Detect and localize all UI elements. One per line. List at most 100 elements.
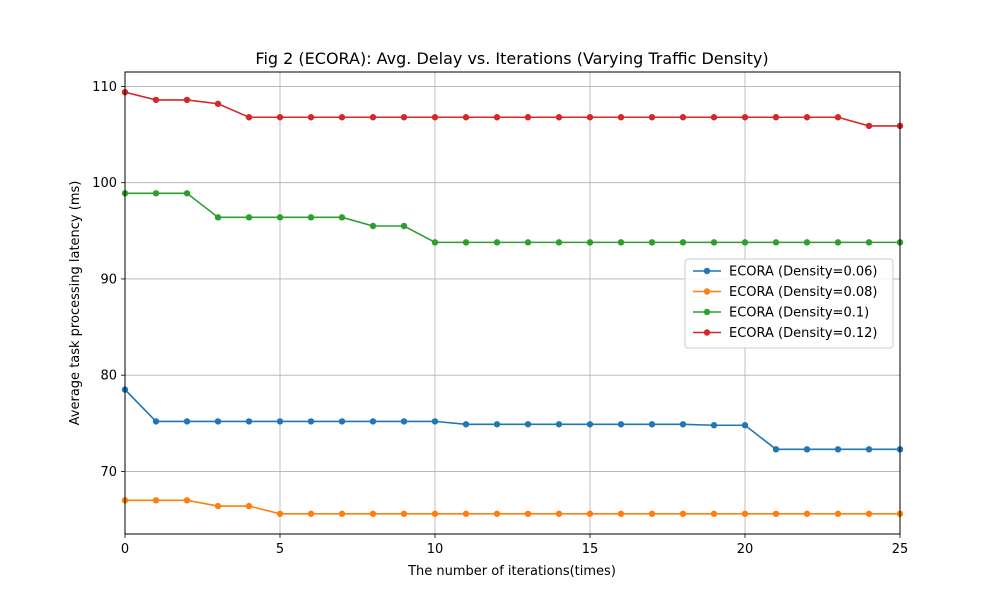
data-point xyxy=(648,421,656,428)
data-point xyxy=(648,239,656,246)
data-point xyxy=(338,510,346,517)
y-tick-label: 80 xyxy=(100,369,117,384)
legend-marker xyxy=(703,329,711,336)
legend-item: ECORA (Density=0.08) xyxy=(693,285,877,300)
data-point xyxy=(369,114,377,121)
series-4 xyxy=(121,89,904,130)
data-point xyxy=(834,446,842,453)
data-point xyxy=(338,418,346,425)
data-point xyxy=(772,239,780,246)
data-point xyxy=(679,239,687,246)
data-point xyxy=(152,96,160,104)
data-point xyxy=(369,418,377,425)
data-point xyxy=(338,114,346,121)
legend-item: ECORA (Density=0.06) xyxy=(693,265,877,280)
data-point xyxy=(152,190,160,197)
data-point xyxy=(586,114,594,121)
data-point xyxy=(431,114,439,121)
legend-label: ECORA (Density=0.12) xyxy=(729,326,877,341)
legend-item: ECORA (Density=0.12) xyxy=(693,326,877,341)
data-point xyxy=(462,114,470,121)
data-point xyxy=(555,421,563,428)
data-point xyxy=(338,214,346,221)
data-point xyxy=(369,510,377,517)
data-point xyxy=(214,418,222,425)
data-point xyxy=(183,190,191,197)
data-point xyxy=(803,446,811,453)
data-point xyxy=(772,446,780,453)
x-axis-title: The number of iterations(times) xyxy=(407,564,616,579)
data-point xyxy=(834,239,842,246)
data-point xyxy=(648,510,656,517)
legend-label: ECORA (Density=0.06) xyxy=(729,265,877,280)
axis-ticks: 0 5 10 15 20 25 70 80 90 100 110 xyxy=(92,80,908,557)
data-point xyxy=(276,418,284,425)
data-point xyxy=(803,239,811,246)
data-point xyxy=(772,510,780,517)
legend-label: ECORA (Density=0.08) xyxy=(729,285,877,300)
legend-item: ECORA (Density=0.1) xyxy=(693,306,869,321)
data-point xyxy=(276,114,284,121)
x-tick-label: 20 xyxy=(737,542,754,557)
chart-title: Fig 2 (ECORA): Avg. Delay vs. Iterations… xyxy=(255,49,768,68)
data-point xyxy=(679,421,687,428)
data-point xyxy=(152,418,160,425)
data-point xyxy=(307,114,315,121)
data-point xyxy=(462,510,470,517)
data-point xyxy=(803,114,811,121)
data-point xyxy=(493,114,501,121)
data-point xyxy=(741,510,749,517)
data-point xyxy=(462,239,470,246)
data-point xyxy=(710,114,718,121)
data-point xyxy=(307,510,315,517)
legend-box xyxy=(684,258,894,349)
data-point xyxy=(276,510,284,517)
data-point xyxy=(524,239,532,246)
data-point xyxy=(214,100,222,107)
legend-label: ECORA (Density=0.1) xyxy=(729,306,869,321)
data-point xyxy=(710,422,718,429)
data-point xyxy=(431,239,439,246)
series-line xyxy=(125,499,900,515)
series-2 xyxy=(121,497,904,517)
data-point xyxy=(803,510,811,517)
data-point xyxy=(245,502,253,510)
series-1 xyxy=(121,386,904,453)
data-point xyxy=(493,239,501,246)
series-3 xyxy=(121,190,904,246)
data-point xyxy=(586,421,594,428)
data-point xyxy=(741,114,749,121)
data-point xyxy=(400,418,408,425)
legend-marker xyxy=(703,308,711,316)
data-point xyxy=(679,114,687,121)
data-point xyxy=(555,239,563,246)
data-point xyxy=(183,497,191,504)
data-point xyxy=(369,222,377,230)
data-point xyxy=(524,114,532,121)
data-point xyxy=(617,421,625,428)
x-tick-label: 10 xyxy=(427,542,444,557)
x-tick-label: 0 xyxy=(121,542,129,557)
y-tick-label: 100 xyxy=(92,176,117,191)
data-point xyxy=(617,114,625,121)
data-point xyxy=(245,114,253,121)
data-point xyxy=(710,239,718,246)
series-line xyxy=(124,389,900,451)
data-point xyxy=(307,418,315,425)
legend: ECORA (Density=0.06) ECORA (Density=0.08)… xyxy=(684,258,894,349)
data-point xyxy=(276,214,284,221)
data-point xyxy=(431,418,439,425)
data-point xyxy=(865,239,873,246)
series-line xyxy=(124,91,900,127)
data-point xyxy=(400,510,408,517)
x-tick-label: 25 xyxy=(892,542,909,557)
legend-marker xyxy=(703,288,711,295)
data-point xyxy=(245,418,253,425)
plot-frame xyxy=(124,71,901,535)
y-axis-title: Average task processing latency (ms) xyxy=(68,181,83,426)
data-point xyxy=(555,114,563,121)
data-point xyxy=(524,421,532,428)
data-point xyxy=(214,214,222,221)
series-line xyxy=(125,192,900,244)
